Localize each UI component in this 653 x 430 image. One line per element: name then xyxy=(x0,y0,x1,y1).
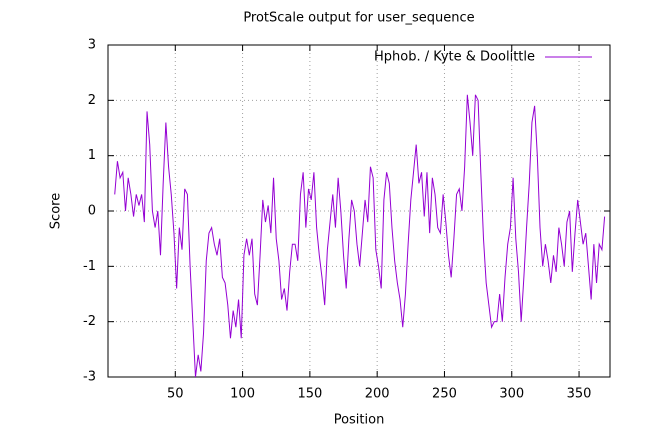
y-tick-label: 0 xyxy=(88,204,96,219)
chart-title: ProtScale output for user_sequence xyxy=(243,11,474,26)
legend-label: Hphob. / Kyte & Doolittle xyxy=(374,50,535,65)
x-tick-label: 250 xyxy=(432,387,457,402)
line-series xyxy=(114,94,606,378)
x-tick-label: 100 xyxy=(230,387,255,402)
y-axis-label: Score xyxy=(49,193,64,229)
x-tick-label: 50 xyxy=(167,387,184,402)
y-tick-label: 2 xyxy=(88,93,96,108)
y-tick-label: -2 xyxy=(83,314,96,329)
x-tick-label: 300 xyxy=(499,387,524,402)
x-tick-label: 200 xyxy=(365,387,390,402)
x-axis-label: Position xyxy=(334,413,385,428)
y-tick-label: 1 xyxy=(88,148,96,163)
y-tick-label: -1 xyxy=(83,259,96,274)
plot-border xyxy=(107,44,611,378)
y-tick-label: 3 xyxy=(88,38,96,53)
x-tick-label: 150 xyxy=(297,387,322,402)
x-tick-label: 350 xyxy=(567,387,592,402)
y-tick-label: -3 xyxy=(83,370,96,385)
